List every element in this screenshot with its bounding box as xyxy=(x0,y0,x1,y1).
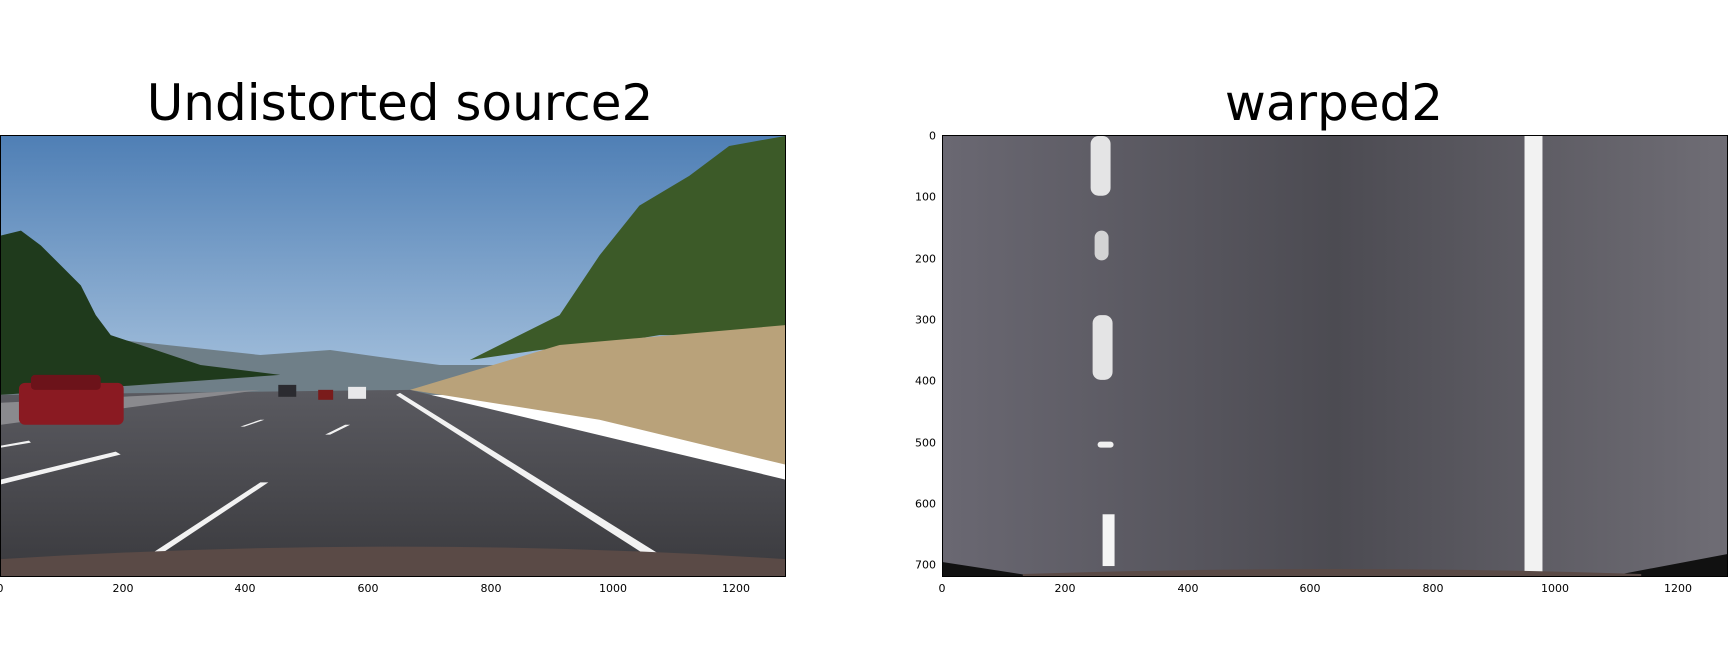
undistorted-road-image xyxy=(0,135,786,577)
left-x-tick: 1200 xyxy=(722,582,750,595)
right-y-tick: 700 xyxy=(915,558,936,572)
left-x-tick: 800 xyxy=(480,582,502,595)
red-car xyxy=(18,382,124,425)
right-x-tick: 800 xyxy=(1422,582,1444,595)
left-x-tick: 1000 xyxy=(599,582,627,595)
warped-road-image xyxy=(942,135,1728,577)
right-x-tick: 200 xyxy=(1054,582,1076,595)
right-y-tick: 200 xyxy=(915,252,936,266)
right-x-tick: 1200 xyxy=(1664,582,1692,595)
right-x-tick: 400 xyxy=(1177,582,1199,595)
right-y-tick: 100 xyxy=(915,190,936,204)
right-y-tick: 500 xyxy=(915,436,936,450)
right-y-tick: 600 xyxy=(915,497,936,511)
right-y-tick: 300 xyxy=(915,313,936,327)
left-x-tick: 0 xyxy=(0,582,4,595)
right-y-tick: 0 xyxy=(929,129,936,143)
left-x-tick: 600 xyxy=(357,582,379,595)
right-x-tick: 1000 xyxy=(1541,582,1569,595)
right-panel-title: warped2 xyxy=(1224,74,1444,132)
right-x-tick: 0 xyxy=(938,582,946,595)
left-x-tick: 200 xyxy=(112,582,134,595)
left-x-tick: 400 xyxy=(234,582,256,595)
right-y-tick: 400 xyxy=(915,374,936,388)
left-panel-title: Undistorted source2 xyxy=(146,74,654,132)
right-x-tick: 600 xyxy=(1299,582,1321,595)
